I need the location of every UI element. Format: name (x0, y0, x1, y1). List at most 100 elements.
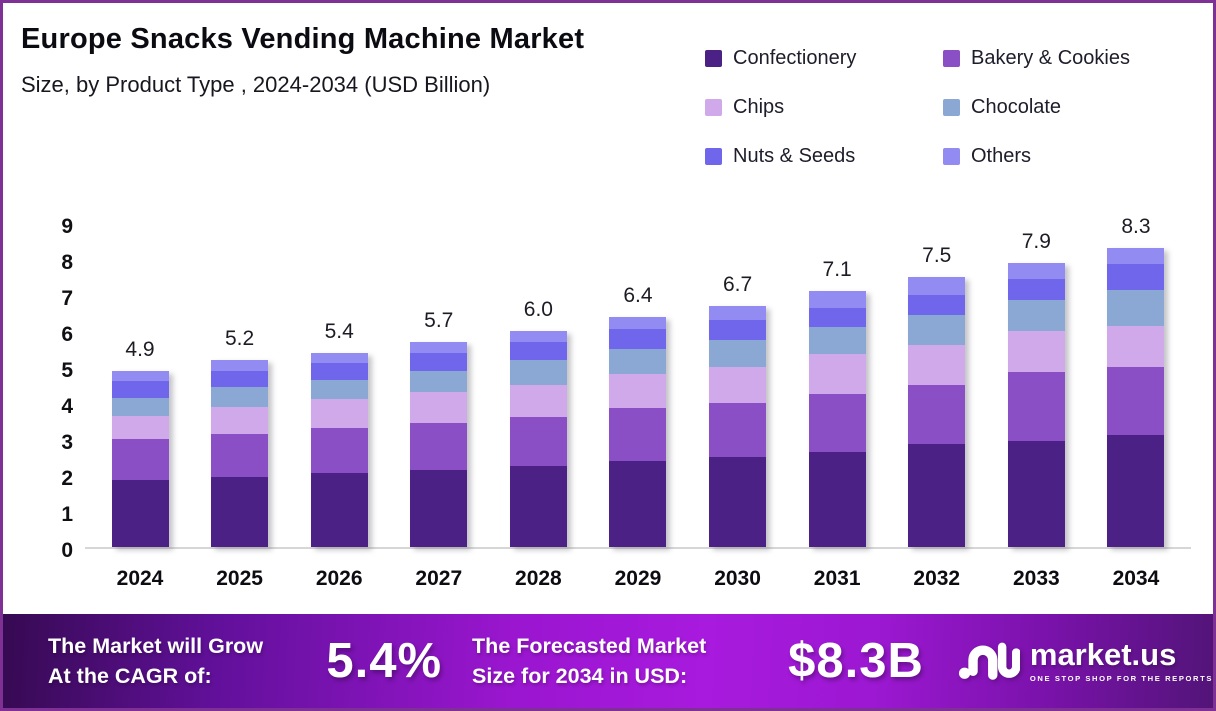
x-axis-labels: 2024 2025 2026 2027 2028 2029 2030 2031 2032 2033… (85, 567, 1191, 591)
bar-total-label: 7.9 (1021, 229, 1051, 253)
bar-segment-nuts-seeds (1107, 264, 1165, 290)
bar-segment-chocolate (111, 397, 169, 416)
x-tick-label: 2029 (614, 567, 662, 590)
bar-segment-nuts-seeds (509, 341, 567, 360)
legend: Confectionery Bakery & Cookies Chips Chocol… (705, 47, 1185, 168)
bar-stack (1107, 248, 1165, 547)
cagr-value: 5.4% (326, 634, 443, 688)
bar-segment-chocolate (310, 379, 368, 400)
bar-segment-bakery-cookies (908, 385, 966, 445)
forecast-text-line1: The Forecasted Market (472, 633, 707, 658)
bar-segment-nuts-seeds (410, 352, 468, 371)
x-tick-label: 2026 (315, 567, 363, 590)
bar-column: 6.0 (489, 223, 587, 547)
bar-total-label: 5.2 (224, 326, 255, 350)
bar-segment-chocolate (410, 370, 468, 393)
bar-segment-nuts-seeds (111, 381, 169, 398)
legend-label: Chips (733, 96, 785, 118)
bar-column: 5.2 (191, 223, 289, 547)
y-tick-label: 5 (61, 359, 73, 382)
bar-column: 4.9 (91, 223, 189, 547)
footer-banner: The Market will Grow At the CAGR of: 5.4… (3, 614, 1213, 708)
bar-total-label: 7.1 (822, 258, 852, 282)
x-tick-label: 2034 (1112, 567, 1160, 590)
chart-title: Europe Snacks Vending Machine Market (21, 23, 585, 55)
legend-label: Chocolate (971, 96, 1062, 118)
brand-text: market.us ONE STOP SHOP FOR THE REPORTS (1030, 639, 1213, 683)
bar-segment-bakery-cookies (111, 439, 169, 481)
y-tick-label: 4 (61, 395, 73, 418)
bar-column: 6.4 (589, 223, 687, 547)
bar-segment-bakery-cookies (609, 408, 667, 461)
bar-stack (111, 370, 169, 547)
bar-total-label: 6.4 (623, 283, 653, 307)
bar-column: 7.5 (888, 223, 986, 547)
bar-segment-confectionery (509, 466, 567, 547)
bar-segment-chocolate (609, 349, 667, 375)
bar-segment-confectionery (709, 457, 767, 547)
bar-segment-confectionery (410, 469, 468, 547)
bar-segment-chips (410, 392, 468, 423)
forecast-value: $8.3B (788, 634, 924, 688)
bar-segment-chips (111, 415, 169, 440)
chart-header: Europe Snacks Vending Machine Market Siz… (21, 23, 711, 98)
legend-item-nuts-seeds: Nuts & Seeds (705, 145, 943, 168)
market-us-swirl-icon (958, 642, 1020, 680)
bar-column: 7.1 (788, 223, 886, 547)
bar-column: 5.4 (290, 223, 388, 547)
y-tick-label: 1 (61, 503, 73, 526)
bar-segment-chips (211, 406, 269, 434)
bar-stack (709, 305, 767, 547)
bar-segment-nuts-seeds (609, 329, 667, 350)
bar-segment-bakery-cookies (509, 417, 567, 466)
bar-segment-chips (1107, 325, 1165, 368)
legend-label: Confectionery (733, 47, 857, 69)
bar-column: 6.7 (689, 223, 787, 547)
bar-segment-chocolate (509, 359, 567, 386)
bar-total-label: 6.7 (722, 272, 753, 296)
legend-item-others: Others (943, 145, 1185, 168)
bar-segment-others (211, 359, 269, 371)
legend-label: Bakery & Cookies (971, 47, 1130, 69)
bar-segment-chocolate (1007, 300, 1065, 332)
x-tick-label: 2028 (515, 567, 562, 590)
cagr-text-line1: The Market will Grow (48, 633, 264, 658)
bar-segment-bakery-cookies (709, 403, 767, 457)
bar-segment-bakery-cookies (1107, 367, 1165, 436)
bar-total-label: 8.3 (1121, 215, 1151, 239)
y-tick-label: 9 (61, 215, 73, 238)
bar-segment-chips (908, 345, 966, 386)
x-tick-label: 2024 (116, 567, 164, 590)
bar-segment-chocolate (908, 314, 966, 346)
bar-segment-chocolate (808, 327, 866, 355)
bar-stack (310, 352, 368, 547)
y-tick-label: 7 (61, 287, 73, 310)
x-tick-label: 2030 (714, 567, 761, 590)
bar-column: 7.9 (987, 223, 1085, 547)
legend-item-chips: Chips (705, 96, 943, 119)
bar-segment-confectionery (1107, 435, 1165, 547)
bar-segment-confectionery (1007, 440, 1065, 547)
chart-area: 0 1 2 3 4 5 6 7 8 9 4.9 5.2 5.4 5.7 6.0 6.4 6.7 7.1 7.5 7.… (29, 215, 1191, 591)
bar-segment-nuts-seeds (1007, 278, 1065, 301)
legend-item-bakery-cookies: Bakery & Cookies (943, 47, 1185, 70)
x-tick-label: 2025 (216, 567, 263, 590)
forecast-text: The Forecasted Market Size for 2034 in U… (472, 631, 758, 691)
bar-segment-nuts-seeds (709, 320, 767, 340)
legend-swatch (943, 148, 960, 165)
y-axis: 0 1 2 3 4 5 6 7 8 9 (29, 216, 85, 561)
legend-swatch (943, 50, 960, 67)
legend-swatch (705, 99, 722, 116)
brand-name: market.us (1029, 637, 1177, 672)
bar-segment-chips (808, 354, 866, 395)
bar-segment-nuts-seeds (808, 307, 866, 328)
y-tick-label: 0 (61, 539, 73, 562)
bar-segment-others (111, 370, 169, 382)
bar-stack (1007, 262, 1065, 547)
bar-segment-confectionery (310, 473, 368, 547)
bar-segment-others (709, 305, 767, 321)
bar-stack (509, 331, 567, 547)
legend-swatch (943, 99, 960, 116)
bar-total-label: 5.7 (424, 308, 454, 332)
